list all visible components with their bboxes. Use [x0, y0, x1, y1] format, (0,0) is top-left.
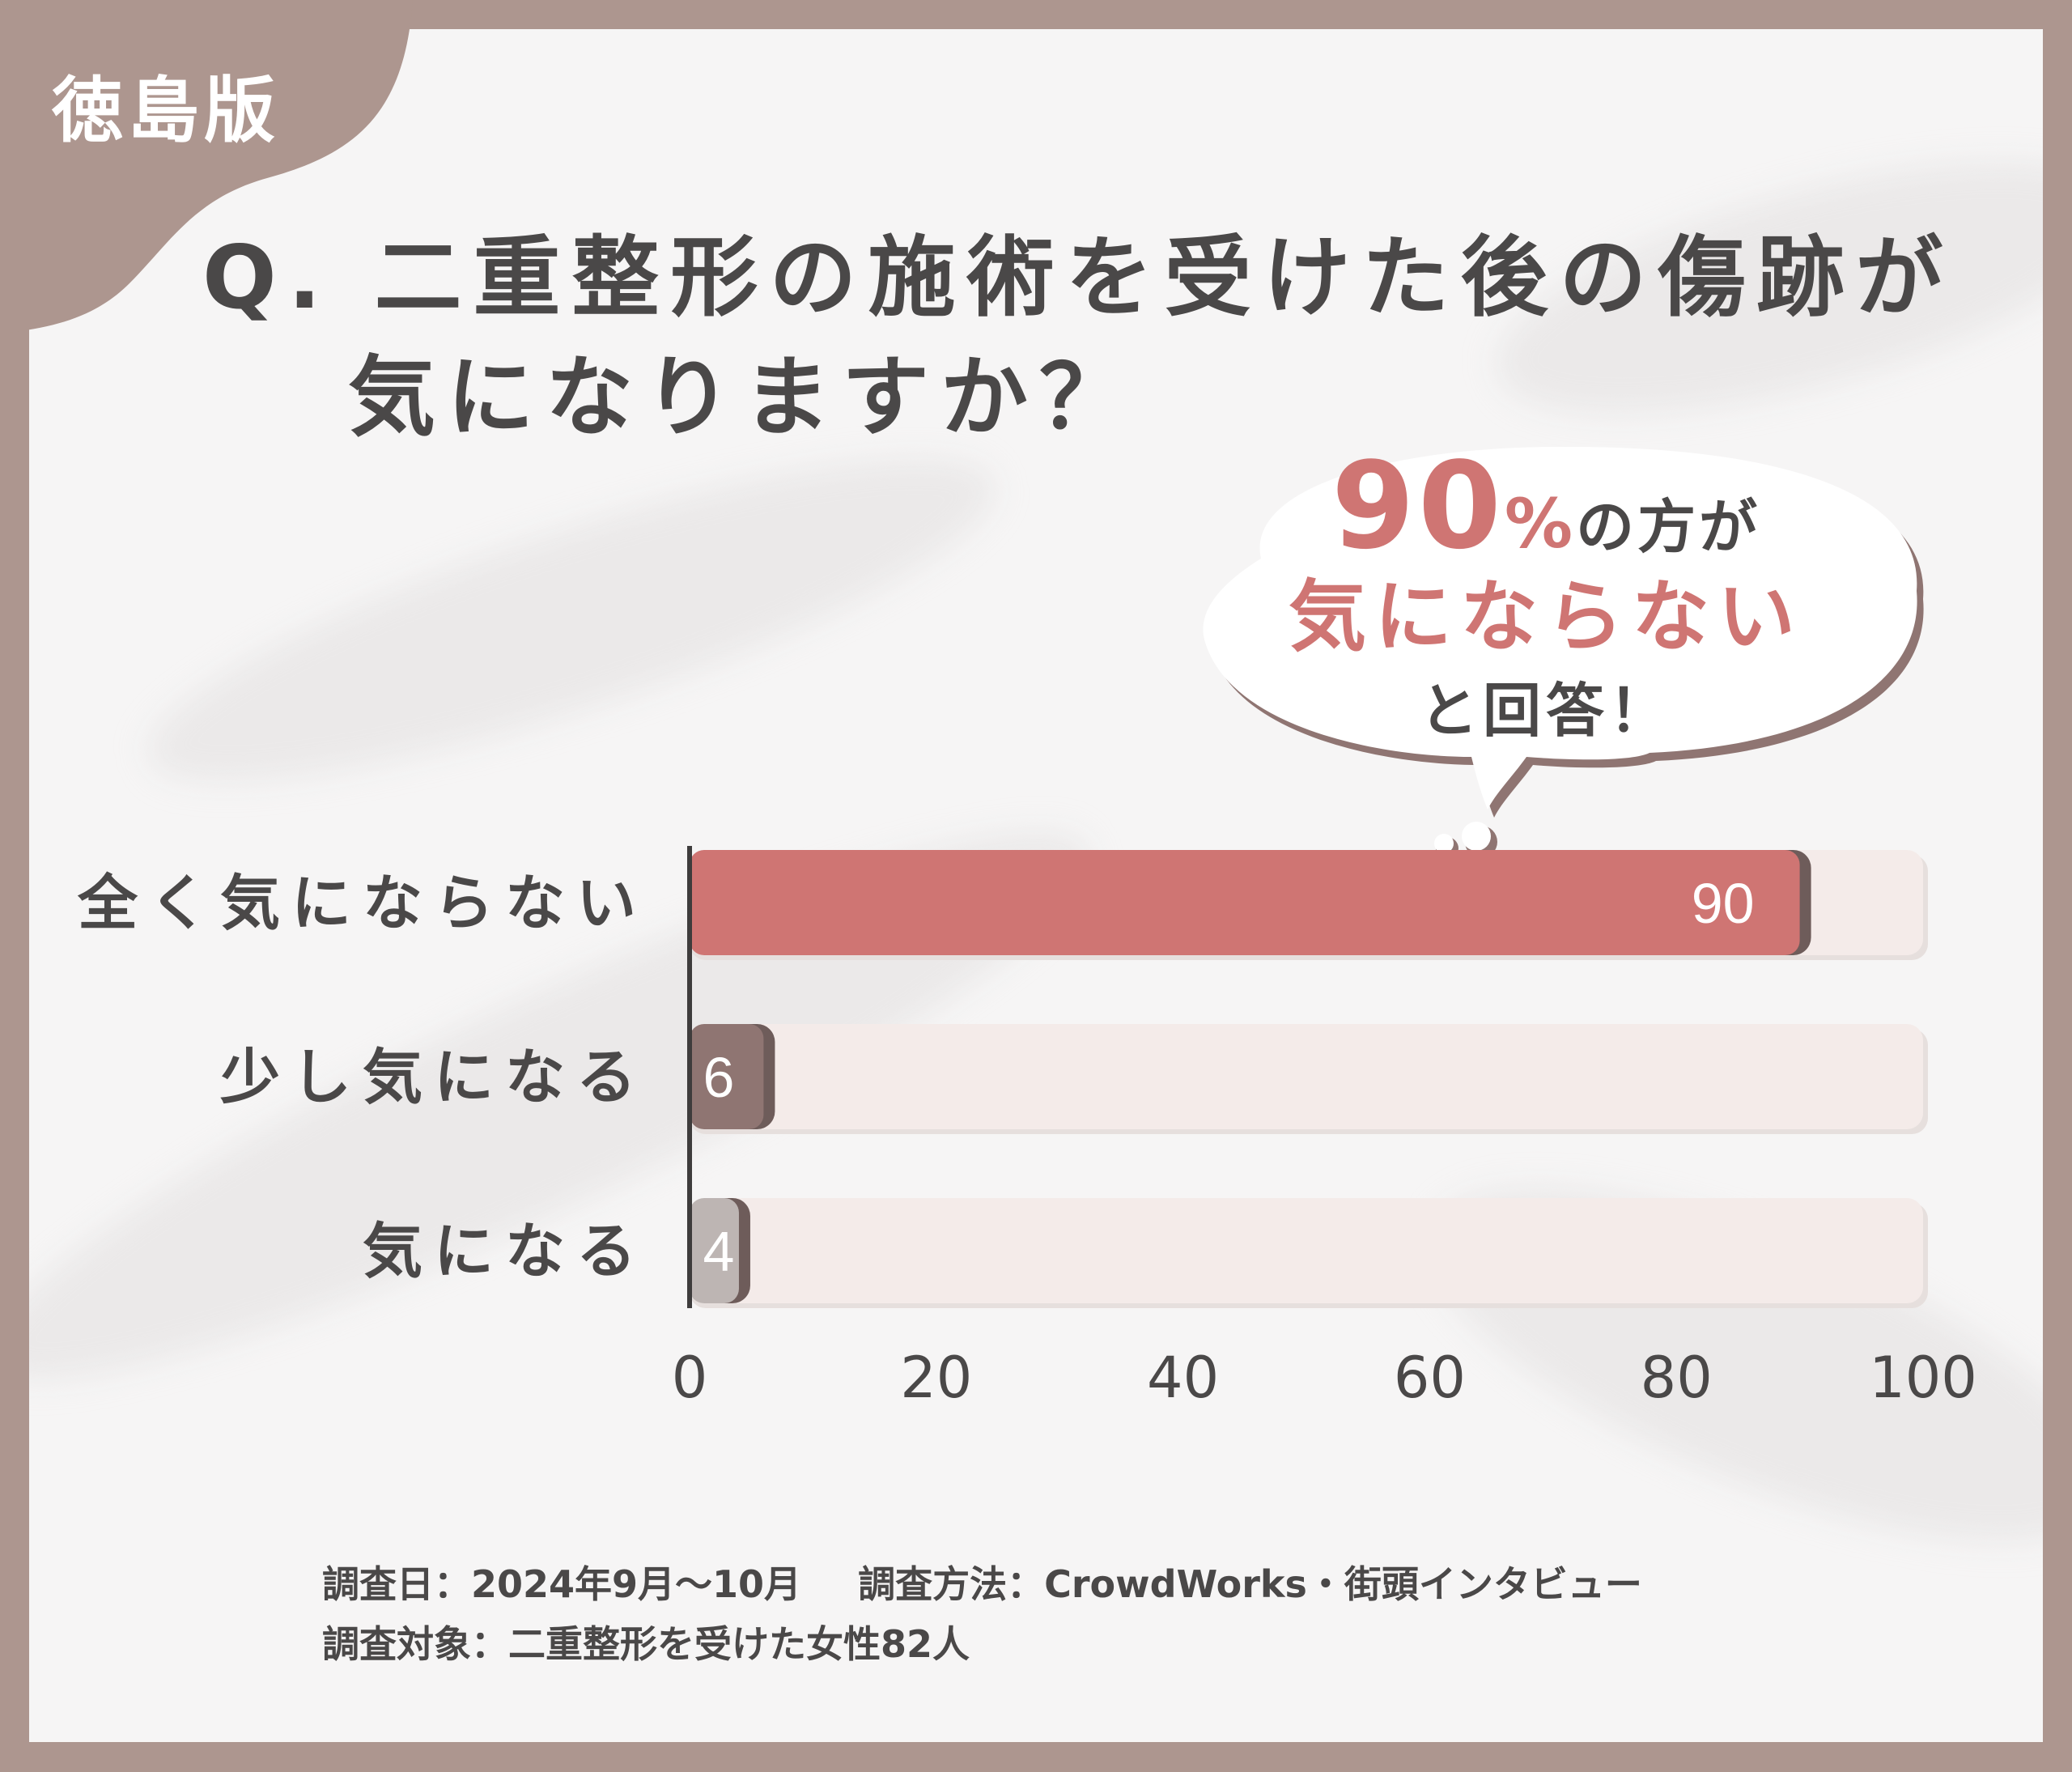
- question-line-2: 気になりますか？: [348, 347, 1139, 448]
- callout-percent: 90: [1331, 436, 1505, 576]
- x-tick-label: 80: [1641, 1345, 1713, 1411]
- x-tick-label: 20: [900, 1345, 972, 1411]
- bar-value-label: 90: [1692, 872, 1755, 935]
- callout-text: 90%の方が 気にならない と回答！: [1214, 446, 1878, 751]
- survey-method: 調査方法：CrowdWorks・街頭インタビュー: [858, 1562, 1642, 1606]
- bar: [690, 850, 1800, 955]
- question-title: Q. 二重整形の施術を受けた後の傷跡が 気になりますか？: [202, 219, 1954, 458]
- survey-footnote: 調査日：2024年9月～10月 調査方法：CrowdWorks・街頭インタビュー …: [322, 1554, 1642, 1674]
- corner-tab: [0, 0, 413, 334]
- category-label: 気になる: [363, 1217, 648, 1286]
- survey-date: 調査日：2024年9月～10月: [322, 1562, 802, 1606]
- x-tick-label: 40: [1147, 1345, 1219, 1411]
- question-line-1: Q. 二重整形の施術を受けた後の傷跡が: [202, 227, 1955, 329]
- x-tick-label: 100: [1869, 1345, 1977, 1411]
- callout-line-1: 90%の方が: [1214, 446, 1878, 572]
- bar-track: [690, 1024, 1923, 1129]
- bar-track: [690, 1198, 1923, 1303]
- bar: [690, 1198, 739, 1303]
- bar: [690, 1024, 764, 1129]
- bar-value-label: 6: [703, 1046, 735, 1109]
- region-label: 徳島版: [52, 69, 281, 152]
- callout-highlight: 気にならない: [1289, 572, 1803, 662]
- x-tick-label: 60: [1394, 1345, 1466, 1411]
- callout-percent-sign: %: [1504, 484, 1577, 563]
- category-label: 全く気にならない: [77, 869, 648, 938]
- bar-value-label: 4: [703, 1220, 735, 1283]
- callout-suffix: の方が: [1576, 493, 1761, 561]
- x-tick-label: 0: [672, 1345, 708, 1411]
- category-label: 少し気になる: [220, 1043, 648, 1112]
- survey-target: 調査対象：二重整形を受けた女性82人: [322, 1622, 970, 1666]
- speech-bubble: [1203, 446, 1924, 860]
- callout-tail: と回答！: [1419, 677, 1672, 745]
- footnote-line-1: 調査日：2024年9月～10月 調査方法：CrowdWorks・街頭インタビュー: [322, 1554, 1642, 1614]
